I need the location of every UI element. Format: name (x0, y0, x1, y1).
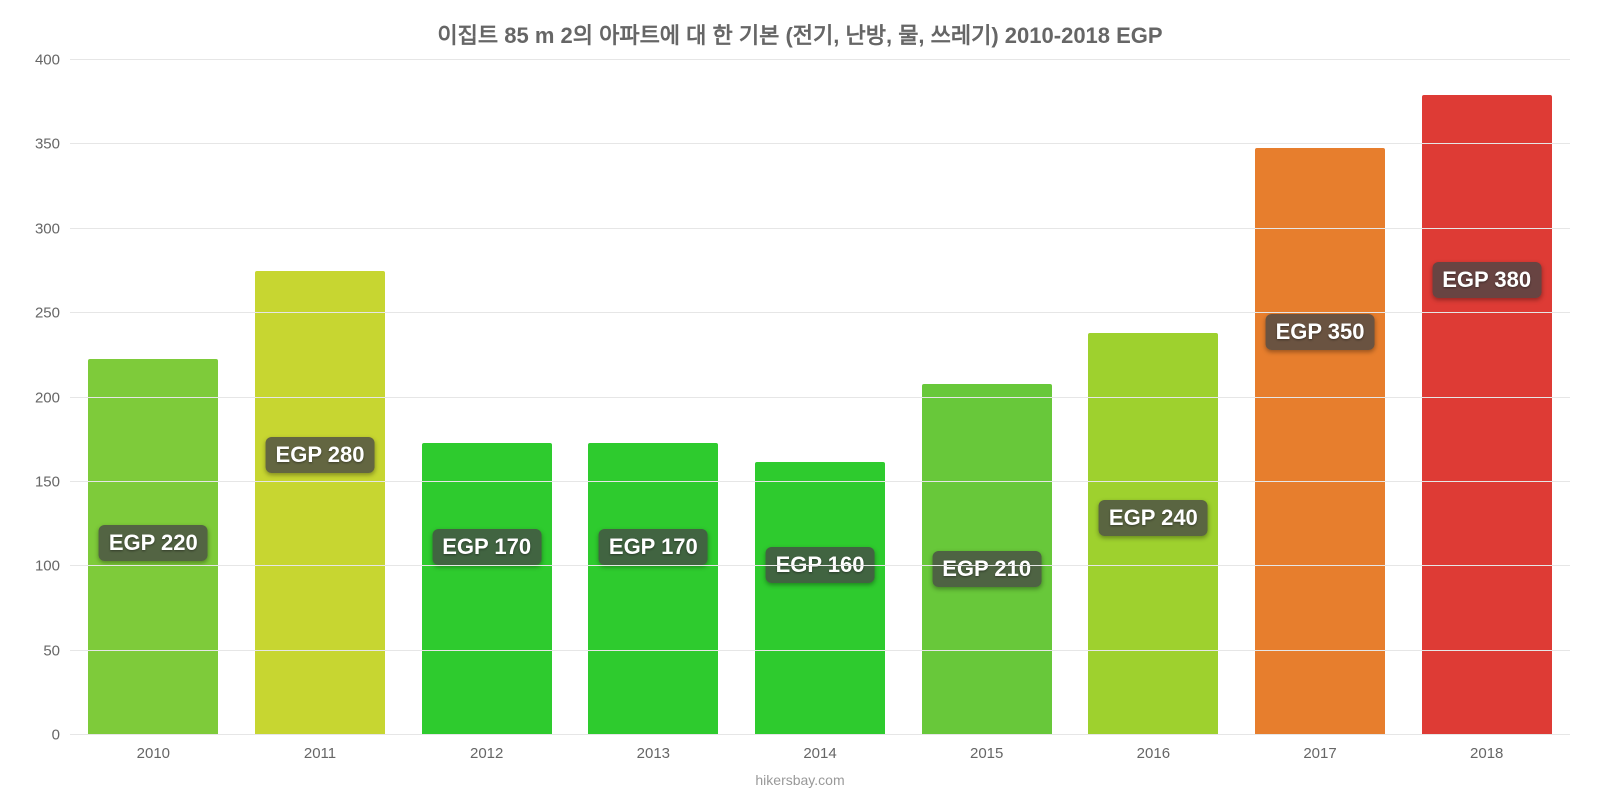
bar-slot: EGP 1602014 (737, 60, 904, 735)
bar-value-badge: EGP 280 (266, 437, 375, 473)
bar (255, 271, 385, 735)
x-tick-label: 2011 (304, 745, 336, 762)
gridline (70, 481, 1570, 482)
bars-row: EGP 2202010EGP 2802011EGP 1702012EGP 170… (70, 60, 1570, 735)
x-tick-label: 2012 (470, 745, 503, 762)
bar (422, 443, 552, 735)
y-tick-label: 350 (35, 136, 60, 153)
y-tick-label: 150 (35, 473, 60, 490)
bar (588, 443, 718, 735)
y-tick-label: 400 (35, 52, 60, 69)
gridline (70, 650, 1570, 651)
x-tick-label: 2014 (803, 745, 836, 762)
x-tick-label: 2018 (1470, 745, 1503, 762)
y-tick-label: 0 (52, 727, 60, 744)
bar-value-badge: EGP 380 (1432, 262, 1541, 298)
plot-area: EGP 2202010EGP 2802011EGP 1702012EGP 170… (70, 60, 1570, 735)
bar (755, 462, 885, 735)
gridline (70, 143, 1570, 144)
x-tick-label: 2016 (1137, 745, 1170, 762)
y-tick-label: 100 (35, 558, 60, 575)
gridline (70, 397, 1570, 398)
x-tick-label: 2010 (137, 745, 170, 762)
bar-slot: EGP 3802018 (1403, 60, 1570, 735)
bar-value-badge: EGP 240 (1099, 500, 1208, 536)
chart-title: 이집트 85 m 2의 아파트에 대 한 기본 (전기, 난방, 물, 쓰레기)… (0, 18, 1600, 50)
y-tick-label: 200 (35, 389, 60, 406)
bar-slot: EGP 2202010 (70, 60, 237, 735)
bar-slot: EGP 2102015 (903, 60, 1070, 735)
y-tick-label: 50 (43, 642, 60, 659)
bar-value-badge: EGP 220 (99, 525, 208, 561)
gridline (70, 228, 1570, 229)
bar-value-badge: EGP 170 (432, 529, 541, 565)
bar-value-badge: EGP 170 (599, 529, 708, 565)
gridline (70, 734, 1570, 735)
bar-value-badge: EGP 350 (1266, 314, 1375, 350)
bar-slot: EGP 2402016 (1070, 60, 1237, 735)
y-tick-label: 250 (35, 305, 60, 322)
chart-credit: hikersbay.com (0, 772, 1600, 788)
bar-slot: EGP 3502017 (1237, 60, 1404, 735)
y-tick-label: 300 (35, 220, 60, 237)
gridline (70, 59, 1570, 60)
x-tick-label: 2017 (1303, 745, 1336, 762)
bar-slot: EGP 1702013 (570, 60, 737, 735)
bar-value-badge: EGP 210 (932, 551, 1041, 587)
bar-slot: EGP 1702012 (403, 60, 570, 735)
x-tick-label: 2015 (970, 745, 1003, 762)
bar (1255, 148, 1385, 735)
x-tick-label: 2013 (637, 745, 670, 762)
gridline (70, 565, 1570, 566)
bar-slot: EGP 2802011 (237, 60, 404, 735)
gridline (70, 312, 1570, 313)
bar (1422, 95, 1552, 735)
bar-chart: 이집트 85 m 2의 아파트에 대 한 기본 (전기, 난방, 물, 쓰레기)… (0, 0, 1600, 800)
